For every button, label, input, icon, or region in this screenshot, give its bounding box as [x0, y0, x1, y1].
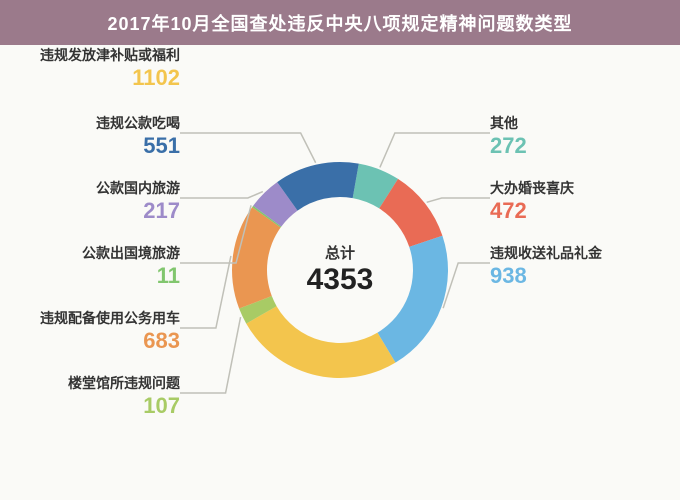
legend-label: 违规收送礼品礼金	[490, 243, 602, 263]
legend-value: 272	[490, 133, 527, 159]
header-title: 2017年10月全国查处违反中央八项规定精神问题数类型	[107, 10, 572, 36]
legend-value: 1102	[40, 65, 180, 91]
legend-label: 违规公款吃喝	[96, 113, 180, 133]
legend-item: 违规配备使用公务用车683	[40, 308, 180, 354]
legend-item: 大办婚丧喜庆472	[490, 178, 574, 224]
legend-label: 大办婚丧喜庆	[490, 178, 574, 198]
legend-label: 公款国内旅游	[96, 178, 180, 198]
legend-item: 其他272	[490, 113, 527, 159]
header-bar: 2017年10月全国查处违反中央八项规定精神问题数类型	[0, 0, 680, 45]
legend-value: 11	[82, 263, 180, 289]
legend-value: 551	[96, 133, 180, 159]
legend-item: 违规收送礼品礼金938	[490, 243, 602, 289]
center-value: 4353	[280, 263, 400, 296]
container: 2017年10月全国查处违反中央八项规定精神问题数类型 违规公款吃喝551 公款国…	[0, 0, 680, 500]
legend-label: 其他	[490, 113, 527, 133]
donut-chart: 违规公款吃喝551 公款国内旅游217 公款出国境旅游11 违规配备使用公务用车683…	[0, 45, 680, 500]
legend-label: 违规发放津补贴或福利	[40, 45, 180, 65]
legend-label: 违规配备使用公务用车	[40, 308, 180, 328]
legend-label: 公款出国境旅游	[82, 243, 180, 263]
legend-value: 938	[490, 263, 602, 289]
legend-value: 107	[68, 393, 180, 419]
slice-违规配备使用公务用车	[232, 207, 281, 308]
legend-item: 公款国内旅游217	[96, 178, 180, 224]
legend-label: 楼堂馆所违规问题	[68, 373, 180, 393]
legend-value: 683	[40, 328, 180, 354]
legend-item: 公款出国境旅游11	[82, 243, 180, 289]
legend-item: 违规发放津补贴或福利1102	[40, 45, 180, 91]
legend-item: 违规公款吃喝551	[96, 113, 180, 159]
center-total: 总计4353	[280, 242, 400, 296]
center-label: 总计	[280, 242, 400, 263]
legend-value: 472	[490, 198, 574, 224]
legend-value: 217	[96, 198, 180, 224]
legend-item: 楼堂馆所违规问题107	[68, 373, 180, 419]
slice-违规发放津补贴或福利	[246, 306, 395, 378]
